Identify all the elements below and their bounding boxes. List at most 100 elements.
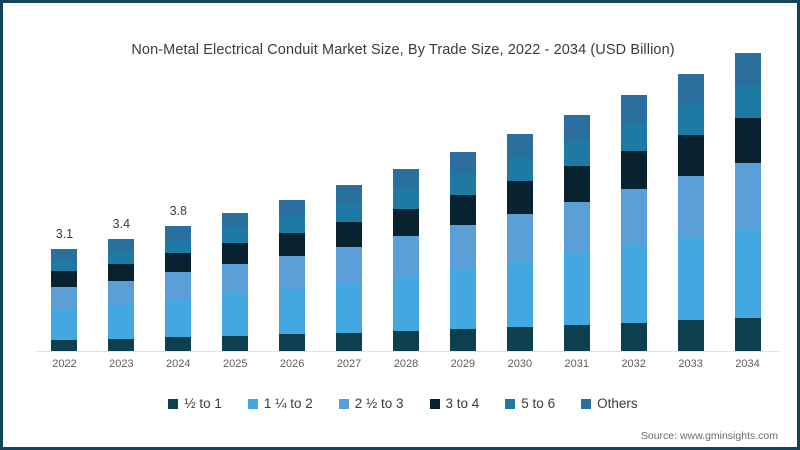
segment-2022-series-2 [51, 286, 78, 310]
x-axis-label-2026: 2026 [279, 358, 305, 370]
x-axis-label-2027: 2027 [336, 358, 362, 370]
segment-2022-series-3 [51, 271, 78, 287]
bar-2033[interactable] [677, 74, 704, 351]
segment-2022-series-4 [51, 260, 78, 272]
segment-2026-series-2 [279, 255, 306, 289]
bar-2027[interactable] [336, 185, 363, 351]
segment-2031-series-1 [563, 253, 590, 325]
segment-2033-series-0 [677, 320, 704, 351]
segment-2025-series-2 [222, 264, 249, 295]
segment-2031-series-5 [563, 114, 590, 141]
legend-label: 1 ¼ to 2 [263, 396, 313, 411]
segment-2024-series-1 [165, 299, 192, 338]
segment-2029-series-1 [449, 269, 476, 329]
segment-2032-series-5 [620, 94, 647, 123]
bar-2025[interactable] [222, 213, 249, 351]
segment-2029-series-2 [449, 225, 476, 270]
segment-2032-series-0 [620, 322, 647, 351]
segment-2027-series-4 [336, 203, 363, 222]
x-axis-label-2034: 2034 [735, 358, 760, 370]
segment-2032-series-2 [620, 189, 647, 246]
source-attribution: Source: www.gminsights.com [640, 430, 778, 442]
legend-item-5[interactable]: Others [581, 396, 638, 411]
plot-area [36, 53, 776, 351]
legend-swatch-icon-1 [247, 398, 258, 409]
bar-2026[interactable] [279, 199, 306, 351]
legend-item-0[interactable]: ½ to 1 [168, 396, 222, 411]
segment-2027-series-2 [336, 246, 363, 284]
legend-label: 2 ½ to 3 [354, 396, 404, 411]
bar-2028[interactable] [393, 168, 419, 351]
segment-2029-series-0 [449, 328, 476, 351]
legend-label: 3 to 4 [445, 396, 480, 411]
x-axis-label-2029: 2029 [450, 358, 476, 370]
segment-2033-series-4 [677, 104, 704, 135]
bar-2022[interactable] [51, 248, 78, 351]
legend-item-2[interactable]: 2 ½ to 3 [338, 396, 404, 411]
segment-2025-series-1 [222, 294, 249, 336]
segment-2033-series-1 [677, 237, 704, 321]
bar-2032[interactable] [620, 94, 647, 351]
segment-2034-series-3 [734, 118, 761, 164]
legend-item-1[interactable]: 1 ¼ to 2 [247, 396, 313, 411]
bar-2034[interactable] [734, 53, 761, 351]
segment-2033-series-5 [677, 74, 704, 105]
segment-2033-series-3 [677, 134, 704, 177]
segment-2024-series-2 [165, 271, 192, 300]
legend-label: Others [597, 396, 638, 411]
legend-swatch-icon-5 [581, 398, 592, 409]
segment-2031-series-3 [563, 166, 590, 202]
legend-swatch-icon-0 [168, 398, 179, 409]
x-axis-label-2030: 2030 [507, 358, 533, 370]
chart-canvas: Non-Metal Electrical Conduit Market Size… [6, 6, 797, 447]
segment-2028-series-0 [393, 330, 419, 351]
legend-swatch-icon-3 [429, 398, 440, 409]
segment-2023-series-2 [108, 280, 135, 306]
segment-2032-series-4 [620, 122, 647, 151]
bar-2023[interactable] [108, 239, 135, 351]
segment-2030-series-4 [506, 157, 533, 182]
segment-2034-series-0 [734, 318, 761, 351]
x-axis-label-2022: 2022 [52, 358, 77, 370]
segment-2030-series-3 [506, 181, 533, 215]
segment-2024-series-3 [165, 253, 192, 272]
segment-2022-series-5 [51, 248, 78, 261]
segment-2026-series-3 [279, 232, 306, 256]
chart-legend: ½ to 1 1 ¼ to 2 2 ½ to 3 3 to 4 5 to 6 Others [6, 396, 797, 411]
bar-2029[interactable] [449, 151, 476, 351]
x-axis-label-2032: 2032 [621, 358, 646, 370]
bar-2030[interactable] [506, 134, 533, 351]
segment-2025-series-5 [222, 213, 249, 229]
segment-2030-series-5 [506, 134, 533, 158]
segment-2026-series-1 [279, 288, 306, 335]
segment-2028-series-5 [393, 168, 419, 189]
segment-2025-series-3 [222, 243, 249, 265]
segment-2034-series-4 [734, 85, 761, 119]
segment-2027-series-3 [336, 221, 363, 247]
value-label-2022: 3.1 [55, 226, 74, 241]
legend-label: 5 to 6 [521, 396, 556, 411]
value-label-2024: 3.8 [169, 203, 187, 218]
segment-2031-series-2 [563, 201, 590, 254]
segment-2029-series-5 [449, 151, 476, 174]
legend-item-3[interactable]: 3 to 4 [429, 396, 480, 411]
bar-2024[interactable] [165, 225, 192, 351]
legend-swatch-icon-2 [338, 398, 349, 409]
segment-2031-series-0 [563, 325, 590, 351]
segment-2023-series-1 [108, 305, 135, 339]
bar-2031[interactable] [563, 114, 590, 351]
x-axis-label-2025: 2025 [222, 358, 248, 370]
segment-2024-series-4 [165, 239, 192, 254]
chart-title: Non-Metal Electrical Conduit Market Size… [131, 42, 675, 58]
segment-2027-series-5 [336, 185, 363, 204]
segment-2034-series-1 [734, 228, 761, 319]
segment-2023-series-5 [108, 239, 135, 252]
segment-2025-series-0 [222, 335, 249, 351]
segment-2034-series-5 [734, 53, 761, 86]
segment-2034-series-2 [734, 163, 761, 229]
x-axis-label-2033: 2033 [678, 358, 703, 370]
segment-2022-series-1 [51, 309, 78, 340]
segment-2031-series-4 [563, 140, 590, 167]
legend-item-4[interactable]: 5 to 6 [505, 396, 555, 411]
